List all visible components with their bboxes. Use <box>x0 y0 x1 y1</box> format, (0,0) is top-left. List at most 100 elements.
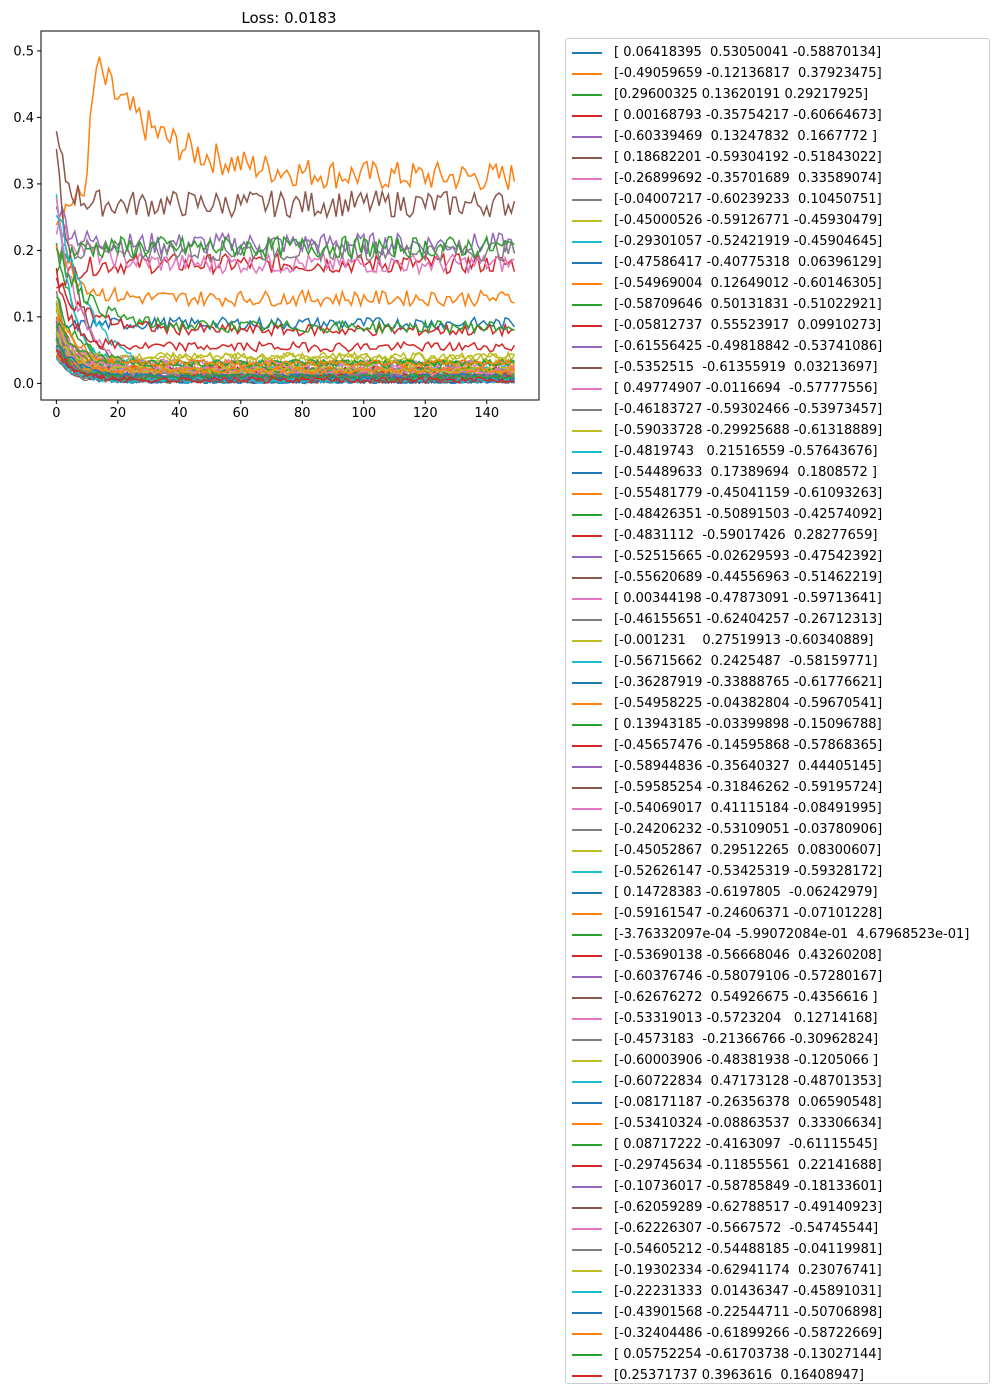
legend-entry: [ 0.00344198 -0.47873091 -0.59713641] <box>566 588 989 609</box>
legend-swatch <box>572 765 602 768</box>
legend-entry: [-0.54969004 0.12649012 -0.60146305] <box>566 273 989 294</box>
legend-entry: [-0.54958225 -0.04382804 -0.59670541] <box>566 693 989 714</box>
legend-entry: [-0.62059289 -0.62788517 -0.49140923] <box>566 1197 989 1218</box>
plot-frame <box>40 30 540 401</box>
legend-swatch <box>572 618 602 621</box>
series-line-16 <box>55 197 515 369</box>
legend-swatch <box>572 492 602 495</box>
legend-entry: [-0.04007217 -0.60239233 0.10450751] <box>566 189 989 210</box>
legend-entry: [-0.54069017 0.41115184 -0.08491995] <box>566 798 989 819</box>
legend-swatch <box>572 828 602 831</box>
legend-swatch <box>572 1080 602 1083</box>
legend-swatch <box>572 303 602 306</box>
loss-chart: Loss: 0.0183 0 20 40 60 80 100 120 140 0.0 0.1 0.2… <box>13 9 540 421</box>
series-line-22 <box>55 248 515 336</box>
legend-entry: [ 0.05752254 -0.61703738 -0.13027144] <box>566 1344 989 1365</box>
legend-entry: [-0.24206232 -0.53109051 -0.03780906] <box>566 819 989 840</box>
series-layer <box>55 56 516 385</box>
legend-entry: [-0.59161547 -0.24606371 -0.07101228] <box>566 903 989 924</box>
legend-label: [-0.53319013 -0.5723204 0.12714168] <box>614 1011 878 1026</box>
legend-swatch <box>572 513 602 516</box>
series-line-26 <box>55 318 515 369</box>
y-tick-label: 0.0 <box>13 377 34 392</box>
legend-entry: [-0.29301057 -0.52421919 -0.45904645] <box>566 231 989 252</box>
legend-label: [-0.4573183 -0.21366766 -0.30962824] <box>614 1032 879 1047</box>
legend-label: [-0.47586417 -0.40775318 0.06396129] <box>614 255 882 270</box>
legend-label: [-0.29301057 -0.52421919 -0.45904645] <box>614 234 883 249</box>
legend-swatch <box>572 912 602 915</box>
legend-entry: [-0.45052867 0.29512265 0.08300607] <box>566 840 989 861</box>
legend-swatch <box>572 1311 602 1314</box>
legend-entry: [-0.32404486 -0.61899266 -0.58722669] <box>566 1323 989 1344</box>
legend-label: [-0.54069017 0.41115184 -0.08491995] <box>614 801 882 816</box>
legend-label: [-0.60003906 -0.48381938 -0.1205066 ] <box>614 1053 879 1068</box>
legend-label: [-0.08171187 -0.26356378 0.06590548] <box>614 1095 882 1110</box>
legend-label: [-0.45657476 -0.14595868 -0.57868365] <box>614 738 883 753</box>
legend-entry: [-0.43901568 -0.22544711 -0.50706898] <box>566 1302 989 1323</box>
legend-label: [-0.36287919 -0.33888765 -0.61776621] <box>614 675 883 690</box>
legend-swatch <box>572 975 602 978</box>
legend-entry: [ 0.49774907 -0.0116694 -0.57777556] <box>566 378 989 399</box>
y-tick-label: 0.3 <box>13 177 34 192</box>
legend-entry: [ 0.08717222 -0.4163097 -0.61115545] <box>566 1134 989 1155</box>
legend-entry: [-0.55481779 -0.45041159 -0.61093263] <box>566 483 989 504</box>
legend-label: [-0.10736017 -0.58785849 -0.18133601] <box>614 1179 883 1194</box>
legend-swatch <box>572 387 602 390</box>
legend-label: [-0.001231 0.27519913 -0.60340889] <box>614 633 874 648</box>
legend-label: [-0.26899692 -0.35701689 0.33589074] <box>614 171 882 186</box>
legend-label: [-0.59161547 -0.24606371 -0.07101228] <box>614 906 883 921</box>
legend-label: [-0.60376746 -0.58079106 -0.57280167] <box>614 969 883 984</box>
legend-label: [-0.46183727 -0.59302466 -0.53973457] <box>614 402 883 417</box>
legend-entry: [-0.60376746 -0.58079106 -0.57280167] <box>566 966 989 987</box>
legend-swatch <box>572 324 602 327</box>
series-line-9 <box>55 194 515 369</box>
legend-swatch <box>572 1164 602 1167</box>
legend-label: [-0.49059659 -0.12136817 0.37923475] <box>614 66 882 81</box>
legend-swatch <box>572 597 602 600</box>
legend-entry: [ 0.18682201 -0.59304192 -0.51843022] <box>566 147 989 168</box>
legend-swatch <box>572 1206 602 1209</box>
legend-label: [-0.58944836 -0.35640327 0.44405145] <box>614 759 882 774</box>
legend-entry: [ 0.06418395 0.53050041 -0.58870134] <box>566 42 989 63</box>
legend-entry: [-0.4819743 0.21516559 -0.57643676] <box>566 441 989 462</box>
legend-entry: [-0.59585254 -0.31846262 -0.59195724] <box>566 777 989 798</box>
legend-entry: [-0.22231333 0.01436347 -0.45891031] <box>566 1281 989 1302</box>
legend-label: [-0.56715662 0.2425487 -0.58159771] <box>614 654 878 669</box>
legend-entry: [-0.53319013 -0.5723204 0.12714168] <box>566 1008 989 1029</box>
legend-swatch <box>572 366 602 369</box>
legend-label: [-0.52515665 -0.02629593 -0.47542392] <box>614 549 883 564</box>
x-tick-label: 0 <box>52 406 60 421</box>
legend-entry: [-0.46155651 -0.62404257 -0.26712313] <box>566 609 989 630</box>
legend-entry: [-0.08171187 -0.26356378 0.06590548] <box>566 1092 989 1113</box>
x-tick-label: 40 <box>171 406 188 421</box>
legend-label: [-0.55620689 -0.44556963 -0.51462219] <box>614 570 883 585</box>
legend-label: [ 0.00168793 -0.35754217 -0.60664673] <box>614 108 882 123</box>
legend-swatch <box>572 177 602 180</box>
legend-entry: [ 0.00168793 -0.35754217 -0.60664673] <box>566 105 989 126</box>
legend-entry: [-0.36287919 -0.33888765 -0.61776621] <box>566 672 989 693</box>
legend-swatch <box>572 807 602 810</box>
legend-swatch <box>572 1290 602 1293</box>
y-tick-label: 0.4 <box>13 111 34 126</box>
legend-label: [0.29600325 0.13620191 0.29217925] <box>614 87 869 102</box>
y-tick-label: 0.1 <box>13 310 34 325</box>
legend-swatch <box>572 198 602 201</box>
legend-swatch <box>572 240 602 243</box>
legend-swatch <box>572 555 602 558</box>
legend-swatch <box>572 786 602 789</box>
legend-entry: [-0.19302334 -0.62941174 0.23076741] <box>566 1260 989 1281</box>
legend-entry: [-0.45657476 -0.14595868 -0.57868365] <box>566 735 989 756</box>
legend-label: [-0.46155651 -0.62404257 -0.26712313] <box>614 612 883 627</box>
legend-entry: [-0.59033728 -0.29925688 -0.61318889] <box>566 420 989 441</box>
legend-entry: [-0.58944836 -0.35640327 0.44405145] <box>566 756 989 777</box>
legend-label: [-0.45052867 0.29512265 0.08300607] <box>614 843 882 858</box>
legend-swatch <box>572 345 602 348</box>
legend-swatch <box>572 72 602 75</box>
legend-swatch <box>572 1353 602 1356</box>
legend-entry: [-0.5352515 -0.61355919 0.03213697] <box>566 357 989 378</box>
legend-entry: [-0.54489633 0.17389694 0.1808572 ] <box>566 462 989 483</box>
legend-swatch <box>572 954 602 957</box>
legend-swatch <box>572 576 602 579</box>
legend-entry: [ 0.14728383 -0.6197805 -0.06242979] <box>566 882 989 903</box>
series-line-13 <box>55 281 515 338</box>
